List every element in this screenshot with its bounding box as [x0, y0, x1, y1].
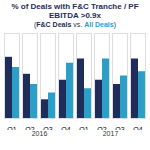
- svg-text:Q4: Q4: [61, 126, 70, 130]
- svg-text:Q3: Q3: [43, 126, 52, 130]
- svg-text:Q1: Q1: [7, 126, 16, 130]
- svg-text:Q3: Q3: [115, 126, 124, 130]
- html-text:% of Deals with F&C Tranche /: % of Deals with F&C Tranche / PF EBITDA …: [11, 2, 139, 20]
- html-text:(F&C Deals vs. All Deals): (F&C Deals vs. All Deals): [33, 21, 117, 28]
- svg-text:Q4: Q4: [133, 126, 142, 130]
- svg-text:Q1: Q1: [79, 126, 88, 130]
- html-text:2016: 2016: [31, 130, 48, 137]
- html-text:2017: 2017: [102, 130, 119, 137]
- svg-text:Q2: Q2: [25, 126, 34, 130]
- svg-text:Q2: Q2: [97, 126, 106, 130]
